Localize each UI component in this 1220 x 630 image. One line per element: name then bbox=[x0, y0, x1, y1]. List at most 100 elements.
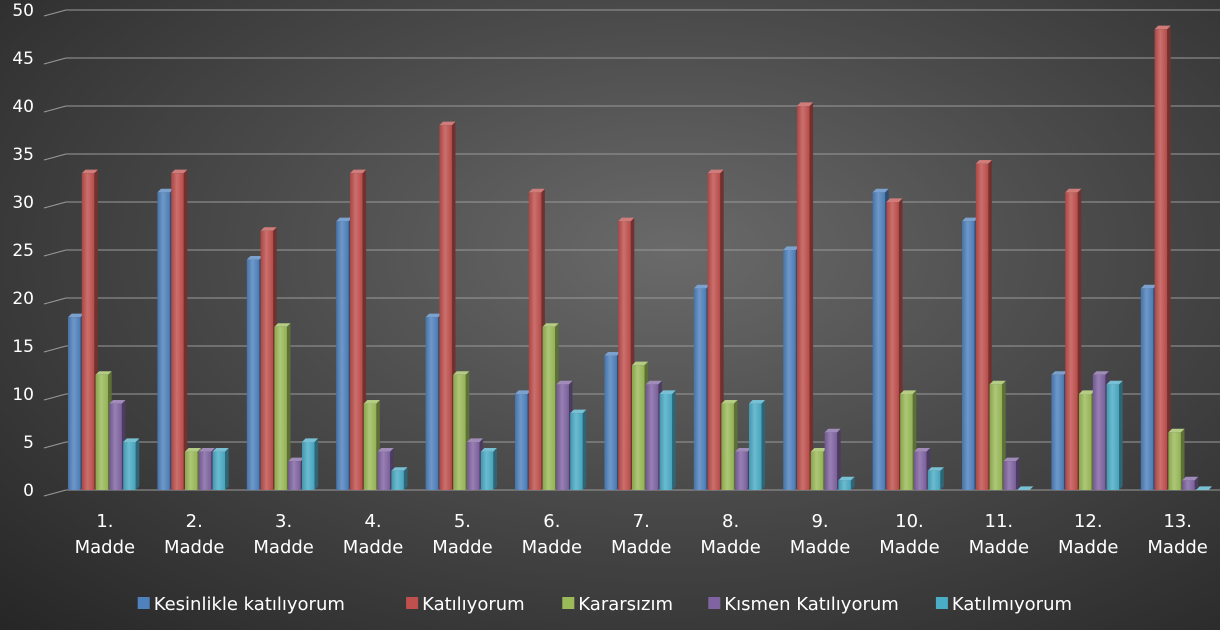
bar-side bbox=[183, 169, 188, 490]
legend-item: Katılıyorum bbox=[406, 594, 525, 615]
x-tick-label: 1. bbox=[96, 511, 113, 532]
bar-front bbox=[1079, 394, 1092, 490]
x-tick-label: Madde bbox=[343, 537, 404, 558]
bar-top bbox=[1154, 25, 1171, 30]
bar-front bbox=[707, 173, 721, 490]
legend-item: Kararsızım bbox=[562, 594, 673, 615]
bar-front bbox=[618, 221, 631, 490]
bar-top bbox=[109, 400, 126, 404]
bar bbox=[556, 380, 573, 490]
bar-front bbox=[439, 125, 452, 490]
legend-label: Katılmıyorum bbox=[952, 594, 1072, 615]
bar-front bbox=[604, 355, 617, 490]
x-tick-label: 10. bbox=[895, 511, 924, 532]
bar-top bbox=[989, 380, 1006, 385]
bar bbox=[260, 227, 277, 491]
bar bbox=[659, 390, 676, 490]
bar-front bbox=[171, 173, 184, 490]
bar bbox=[1106, 380, 1123, 490]
bar-top bbox=[467, 438, 484, 442]
bar-side bbox=[1167, 25, 1171, 490]
gridline bbox=[43, 9, 67, 17]
bar-top bbox=[735, 448, 752, 452]
bar-top bbox=[1168, 428, 1185, 433]
x-tick-label: 2. bbox=[186, 511, 203, 532]
bar bbox=[707, 169, 724, 490]
bar-front bbox=[838, 480, 851, 490]
x-tick-label: 4. bbox=[364, 511, 381, 532]
bar-top bbox=[377, 448, 394, 452]
bar bbox=[810, 448, 827, 490]
gridline bbox=[43, 393, 67, 401]
bar bbox=[989, 380, 1006, 490]
bar-front bbox=[528, 192, 542, 490]
y-tick-label: 40 bbox=[12, 97, 34, 117]
bar-front bbox=[632, 365, 645, 490]
bar-front bbox=[659, 394, 673, 490]
bar bbox=[914, 448, 931, 490]
bar-top bbox=[721, 400, 738, 404]
x-tick-label: 11. bbox=[985, 511, 1014, 532]
bar-top bbox=[975, 160, 992, 164]
bar-top bbox=[453, 371, 470, 375]
bar-top bbox=[1196, 486, 1213, 490]
bar-top bbox=[480, 448, 497, 452]
bar-front bbox=[1168, 432, 1181, 490]
bar-front bbox=[425, 317, 439, 490]
gridline bbox=[43, 105, 67, 113]
gridline bbox=[43, 441, 67, 449]
bar bbox=[900, 390, 917, 490]
legend-swatch bbox=[935, 597, 948, 609]
bar-top bbox=[363, 400, 380, 404]
bar-front bbox=[975, 163, 989, 490]
bar bbox=[693, 284, 710, 490]
bar-top bbox=[749, 400, 766, 404]
bar-top bbox=[1106, 380, 1123, 385]
bar bbox=[749, 400, 766, 490]
bar-top bbox=[1092, 371, 1109, 375]
bar-top bbox=[1065, 188, 1082, 193]
bar bbox=[198, 448, 215, 490]
bar bbox=[1051, 371, 1068, 490]
x-tick-label: 13. bbox=[1163, 511, 1192, 532]
bar bbox=[288, 457, 305, 490]
bar-side bbox=[837, 428, 841, 490]
bar-top bbox=[1079, 390, 1096, 394]
bar-top bbox=[618, 217, 635, 222]
gridline bbox=[43, 249, 67, 257]
bar-top bbox=[123, 438, 140, 442]
bar-front bbox=[872, 192, 886, 490]
bar bbox=[927, 467, 944, 490]
bar-front bbox=[1051, 374, 1064, 490]
bar-side bbox=[225, 448, 229, 490]
bar bbox=[109, 400, 126, 490]
bar bbox=[123, 438, 140, 490]
bar bbox=[171, 169, 188, 490]
bar bbox=[480, 448, 497, 490]
x-tick-label: 8. bbox=[722, 511, 739, 532]
legend-item: Kesinlikle katılıyorum bbox=[137, 594, 345, 615]
bar-top bbox=[391, 467, 408, 471]
bar bbox=[1140, 284, 1157, 490]
bar bbox=[824, 428, 841, 490]
bar-top bbox=[350, 169, 367, 174]
bar-front bbox=[824, 432, 838, 490]
bar bbox=[68, 313, 85, 490]
bar-front bbox=[1182, 480, 1195, 490]
bar-front bbox=[989, 384, 1003, 490]
gridline bbox=[43, 201, 67, 209]
bar-top bbox=[274, 323, 291, 327]
x-tick-label: 3. bbox=[275, 511, 292, 532]
bar bbox=[1017, 486, 1034, 490]
bar-top bbox=[783, 246, 800, 250]
y-tick-label: 20 bbox=[12, 289, 34, 309]
bar bbox=[377, 448, 394, 490]
bar-front bbox=[962, 221, 975, 490]
bar bbox=[604, 352, 621, 490]
bar-front bbox=[927, 470, 941, 490]
bar-front bbox=[123, 442, 136, 490]
bar bbox=[975, 160, 992, 490]
bar-side bbox=[314, 438, 319, 490]
bar bbox=[1196, 486, 1213, 490]
bar bbox=[570, 409, 587, 490]
